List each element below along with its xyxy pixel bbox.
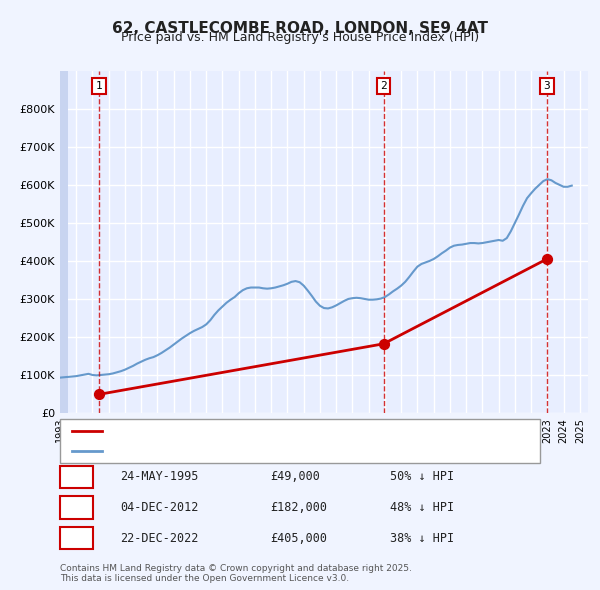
Text: 3: 3 [73, 532, 80, 545]
Text: 24-MAY-1995: 24-MAY-1995 [120, 470, 199, 483]
Text: 22-DEC-2022: 22-DEC-2022 [120, 532, 199, 545]
Text: Price paid vs. HM Land Registry's House Price Index (HPI): Price paid vs. HM Land Registry's House … [121, 31, 479, 44]
Text: 1: 1 [95, 81, 103, 91]
Text: 3: 3 [544, 81, 550, 91]
Text: £182,000: £182,000 [270, 501, 327, 514]
Bar [60, 71, 68, 413]
Text: 62, CASTLECOMBE ROAD, LONDON, SE9 4AT (semi-detached house): 62, CASTLECOMBE ROAD, LONDON, SE9 4AT (s… [108, 427, 464, 436]
Text: 48% ↓ HPI: 48% ↓ HPI [390, 501, 454, 514]
Text: £405,000: £405,000 [270, 532, 327, 545]
Text: HPI: Average price, semi-detached house, Bromley: HPI: Average price, semi-detached house,… [108, 446, 373, 455]
Text: Contains HM Land Registry data © Crown copyright and database right 2025.
This d: Contains HM Land Registry data © Crown c… [60, 563, 412, 583]
Text: 04-DEC-2012: 04-DEC-2012 [120, 501, 199, 514]
Text: 62, CASTLECOMBE ROAD, LONDON, SE9 4AT: 62, CASTLECOMBE ROAD, LONDON, SE9 4AT [112, 21, 488, 35]
Point [542, 254, 551, 264]
Point [94, 389, 104, 399]
Point [379, 339, 388, 349]
Text: 38% ↓ HPI: 38% ↓ HPI [390, 532, 454, 545]
Text: 2: 2 [73, 501, 80, 514]
Text: 50% ↓ HPI: 50% ↓ HPI [390, 470, 454, 483]
Text: £49,000: £49,000 [270, 470, 320, 483]
Text: 2: 2 [380, 81, 387, 91]
Text: 1: 1 [73, 470, 80, 483]
